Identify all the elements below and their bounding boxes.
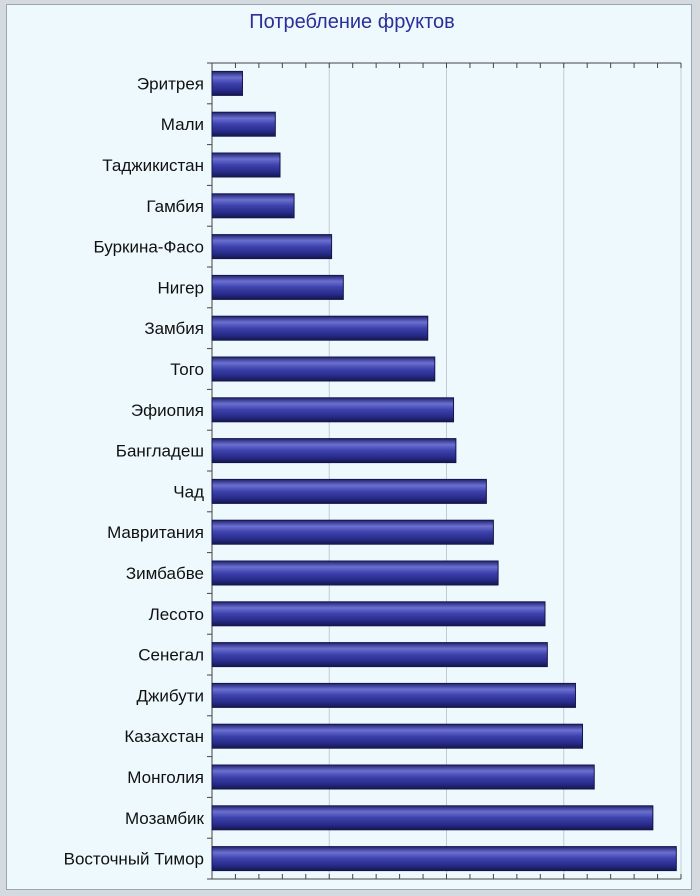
chart-title: Потребление фруктов bbox=[249, 11, 455, 33]
bar bbox=[211, 397, 455, 423]
bar bbox=[211, 764, 595, 790]
category-label: Восточный Тимор bbox=[64, 850, 204, 869]
category-label: Того bbox=[170, 360, 204, 379]
bar bbox=[211, 234, 333, 260]
bar bbox=[211, 111, 276, 137]
category-label: Таджикистан bbox=[102, 156, 204, 175]
bar bbox=[211, 805, 654, 831]
bar bbox=[211, 601, 546, 627]
bar bbox=[211, 723, 584, 749]
category-label: Бангладеш bbox=[116, 442, 204, 461]
category-label: Лесото bbox=[149, 605, 204, 624]
bar bbox=[211, 315, 429, 341]
axes bbox=[207, 62, 682, 880]
bar bbox=[211, 152, 281, 178]
category-label: Гамбия bbox=[146, 197, 204, 216]
category-label: Мали bbox=[161, 115, 204, 134]
category-labels: Эритрея Мали Таджикистан Гамбия Буркина-Фасо… bbox=[64, 74, 205, 868]
bar bbox=[211, 682, 576, 708]
category-label: Джибути bbox=[136, 686, 204, 705]
bar bbox=[211, 519, 494, 545]
bar bbox=[211, 438, 457, 464]
category-label: Эритрея bbox=[137, 74, 204, 93]
category-label: Нигер bbox=[157, 278, 204, 297]
category-label: Чад bbox=[173, 482, 204, 501]
category-label: Монголия bbox=[127, 768, 204, 787]
bar bbox=[211, 560, 499, 586]
category-label: Мозамбик bbox=[125, 809, 205, 828]
bar bbox=[211, 478, 487, 504]
bar bbox=[211, 846, 677, 872]
category-label: Зимбабве bbox=[126, 564, 204, 583]
bars bbox=[211, 70, 677, 872]
bar-chart: Потребление фруктов Эритрея Мали Таджикист… bbox=[64, 11, 682, 880]
bar bbox=[211, 356, 436, 382]
category-label: Мавритания bbox=[107, 523, 204, 542]
category-label: Замбия bbox=[144, 319, 204, 338]
bar bbox=[211, 274, 344, 300]
chart-frame: Потребление фруктов Эритрея Мали Таджикист… bbox=[6, 4, 692, 890]
bar bbox=[211, 70, 243, 96]
category-label: Казахстан bbox=[124, 727, 204, 746]
category-label: Эфиопия bbox=[131, 401, 204, 420]
category-label: Сенегал bbox=[138, 646, 204, 665]
bar bbox=[211, 642, 548, 668]
bar bbox=[211, 193, 295, 219]
category-label: Буркина-Фасо bbox=[93, 238, 204, 257]
grid-lines bbox=[328, 63, 682, 879]
